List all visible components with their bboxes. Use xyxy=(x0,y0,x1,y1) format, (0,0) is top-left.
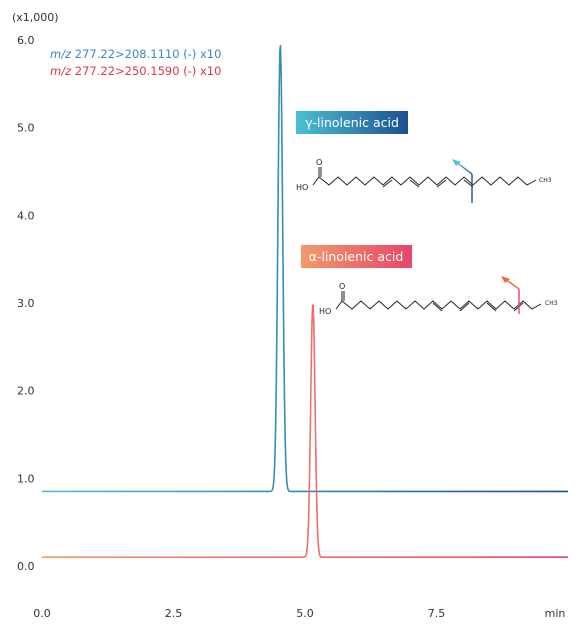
legend: m/z 277.22>208.1110 (-) x10 m/z 277.22>2… xyxy=(50,47,221,78)
y-tick-label: 6.0 xyxy=(17,34,35,47)
x-tick-label: 7.5 xyxy=(428,607,446,620)
alpha-structure xyxy=(335,291,542,312)
legend-entry-gamma: m/z 277.22>208.1110 (-) x10 xyxy=(50,47,221,61)
legend-mz-prefix: m/z xyxy=(50,47,72,61)
x-tick-label: 2.5 xyxy=(165,607,183,620)
alpha-annotation: α-linolenic acid HO O CH3 xyxy=(301,245,558,316)
gamma-badge-label: γ-linolenic acid xyxy=(305,115,399,130)
alpha-structure-o: O xyxy=(339,282,345,291)
gamma-cleavage-arrow xyxy=(452,159,473,203)
gamma-structure-ch3: CH3 xyxy=(539,177,552,184)
y-tick-label: 1.0 xyxy=(17,472,35,485)
y-tick-label: 0.0 xyxy=(17,560,35,573)
alpha-badge-label: α-linolenic acid xyxy=(309,249,404,264)
legend-entry-text: 277.22>208.1110 (-) x10 xyxy=(75,47,222,61)
x-tick-label: 0.0 xyxy=(33,607,51,620)
y-axis-ticks: 0.0 1.0 2.0 3.0 4.0 5.0 6.0 xyxy=(17,34,35,573)
legend-mz-prefix: m/z xyxy=(50,64,72,78)
y-axis-multiplier-label: (x1,000) xyxy=(12,11,59,24)
alpha-badge xyxy=(301,245,412,268)
x-axis-ticks: 0.0 2.5 5.0 7.5 xyxy=(33,607,445,620)
gamma-badge xyxy=(296,111,408,134)
legend-entry-alpha: m/z 277.22>250.1590 (-) x10 xyxy=(50,64,221,78)
y-tick-label: 3.0 xyxy=(17,297,35,310)
gamma-structure-o: O xyxy=(316,158,322,167)
alpha-structure-ho: HO xyxy=(319,307,331,316)
x-axis-label: min xyxy=(545,607,566,620)
alpha-structure-ch3: CH3 xyxy=(545,300,558,307)
gamma-annotation: γ-linolenic acid HO O CH3 xyxy=(296,111,552,203)
series-line-gamma xyxy=(41,44,569,493)
y-tick-label: 2.0 xyxy=(17,385,35,398)
legend-entry-text: 277.22>250.1590 (-) x10 xyxy=(75,64,222,78)
gamma-structure xyxy=(312,167,537,188)
y-tick-label: 5.0 xyxy=(17,122,35,135)
y-tick-label: 4.0 xyxy=(17,209,35,222)
gamma-structure-ho: HO xyxy=(296,183,308,192)
x-tick-label: 5.0 xyxy=(296,607,314,620)
series-line-alpha xyxy=(41,304,569,559)
series-layer xyxy=(41,44,569,559)
alpha-cleavage-arrow xyxy=(501,276,520,314)
